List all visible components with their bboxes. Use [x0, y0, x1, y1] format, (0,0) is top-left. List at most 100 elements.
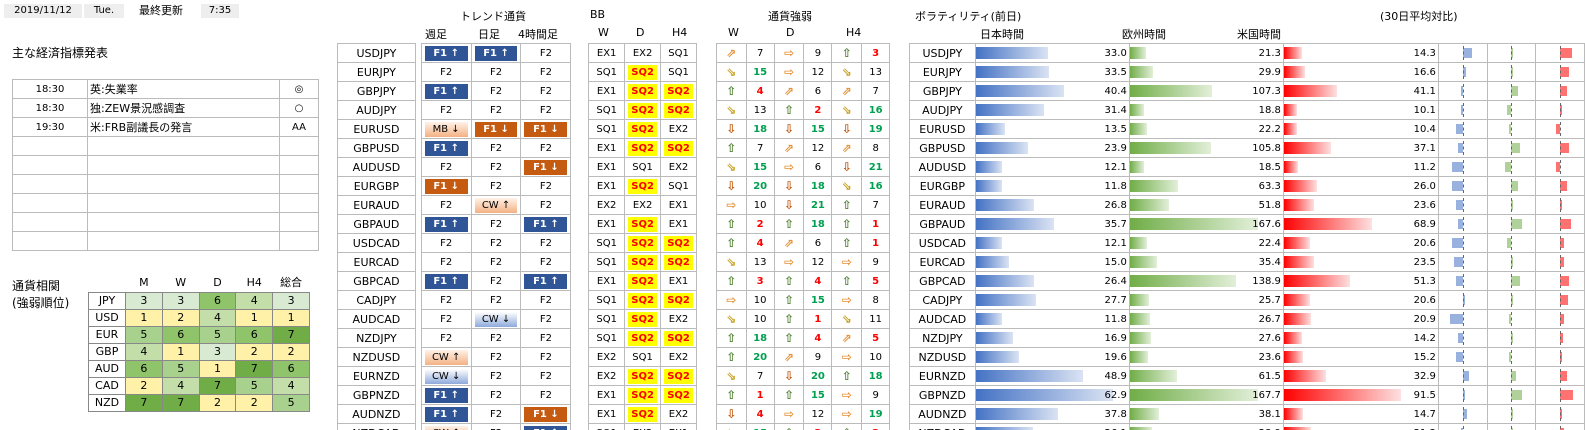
bb-cell: SQ2	[624, 100, 662, 120]
avg-axis	[1511, 84, 1513, 98]
strength-arrow-cell: ⇨	[773, 404, 805, 424]
strength-arrow-cell: ⇨	[773, 252, 805, 272]
vol-bar	[1284, 427, 1312, 430]
trend-cell: F2	[470, 214, 522, 234]
strength-rank: 4	[745, 404, 775, 424]
avg-ratio-bar	[1507, 238, 1512, 248]
strength-arrow-cell: ⇘	[715, 157, 747, 177]
spacer	[697, 101, 717, 120]
corr-row: CAD 2 4 7 5 4	[88, 376, 310, 395]
vol-cell: 21.3	[1282, 423, 1439, 430]
strength-arrow-cell: ⇘	[831, 100, 863, 120]
strength-arrow-cell: ⇗	[831, 81, 863, 101]
pair-row: GBPJPY F1 ↑ F2 F2 EX1 SQ2 SQ2 ⇧ 4 ⇗ 6 ⇗ 7 GBPJPY 40.4 1…	[337, 81, 1585, 101]
vol-value: 61.5	[1258, 370, 1281, 382]
avg-axis	[1511, 141, 1513, 155]
avg-ratio-cell	[1486, 119, 1537, 139]
avg-axis	[1462, 198, 1464, 212]
spacer	[697, 272, 717, 291]
trend-cell: F2	[470, 100, 522, 120]
avg-ratio-cell	[1535, 62, 1585, 82]
bb-tag: EX2	[632, 47, 653, 59]
avg-ratio-bar	[1462, 48, 1473, 58]
bb-cell: EX1	[660, 195, 697, 215]
vol-value: 38.1	[1258, 408, 1281, 420]
corr-currency: GBP	[88, 342, 126, 361]
bb-tag: SQ2	[628, 178, 658, 194]
strength-arrow-cell: ⇧	[715, 214, 747, 234]
avg-axis	[1511, 103, 1513, 117]
bb-tag: SQ1	[596, 294, 617, 306]
arrow-right-icon: ⇨	[726, 197, 737, 212]
bb-tag: SQ1	[668, 180, 689, 192]
spacer	[697, 158, 717, 177]
spacer	[890, 348, 910, 367]
vol-bar	[1284, 256, 1315, 268]
econ-row	[12, 174, 319, 194]
avg-ratio-cell	[1437, 252, 1488, 272]
vol-value: 20.6	[1413, 237, 1436, 249]
pair-name: NZDCAD	[337, 423, 416, 430]
spacer	[571, 348, 589, 367]
strength-rank: 5	[861, 328, 891, 348]
corr-rank: 6	[198, 291, 237, 310]
corr-rank: 5	[235, 376, 274, 395]
arrow-up-icon: ⇧	[841, 235, 852, 250]
trend-cell: F2	[470, 233, 522, 253]
vol-bar	[976, 199, 1035, 211]
arrow-right-icon: ⇨	[783, 45, 795, 60]
arrow-down-icon: ⇩	[841, 121, 852, 136]
vol-bar	[976, 123, 1006, 135]
strength-rank: 4	[745, 233, 775, 253]
avg-axis	[1560, 65, 1562, 79]
avg-axis	[1511, 255, 1513, 269]
col-header: H4	[846, 26, 862, 39]
vol-bar	[976, 389, 1114, 401]
avg-ratio-bar	[1511, 276, 1520, 286]
spacer	[890, 310, 910, 329]
spacer	[571, 139, 589, 158]
update-label: 最終更新	[139, 4, 183, 17]
avg-axis	[1560, 217, 1562, 231]
trend-cell: F2	[420, 252, 472, 272]
avg-ratio-bar	[1509, 352, 1512, 362]
vol-bar	[1130, 47, 1147, 59]
spacer	[697, 63, 717, 82]
vol-bar	[976, 332, 1013, 344]
strength-arrow-cell: ⇧	[831, 195, 863, 215]
vol-value: 167.7	[1252, 389, 1281, 401]
avg-axis	[1511, 426, 1513, 430]
econ-row	[12, 136, 319, 156]
vol-bar	[1130, 389, 1259, 401]
corr-rank: 7	[161, 393, 200, 412]
vol-pair-name: AUDNZD	[908, 404, 976, 424]
vol-value: 13.5	[1104, 123, 1127, 135]
vol-pair-name: EURCAD	[908, 252, 976, 272]
bb-tag: EX1	[664, 426, 693, 430]
bb-cell: EX2	[588, 366, 626, 386]
vol-cell: 61.5	[1128, 366, 1284, 386]
trend-cell: F2	[520, 290, 572, 310]
avg-axis	[1462, 217, 1464, 231]
avg-ratio-cell	[1535, 423, 1585, 430]
arrow-up-icon: ⇧	[726, 330, 737, 345]
strength-arrow-cell: ⇗	[831, 328, 863, 348]
vol-bar	[976, 313, 1002, 325]
vol-title: ボラティリティ(前日)	[915, 10, 1022, 23]
col-header: W	[598, 26, 609, 39]
vol-value: 51.3	[1413, 275, 1436, 287]
bb-tag: SQ2	[628, 273, 658, 289]
corr-rank: 5	[161, 359, 200, 378]
pair-row: AUDCAD F2 CW ↓ F2 SQ1 SQ2 EX2 ⇘ 10 ⇧ 1 ⇘ 11 AUDCAD 11.…	[337, 309, 1585, 329]
spacer	[697, 310, 717, 329]
avg-ratio-cell	[1535, 252, 1585, 272]
vol-cell: 37.1	[1282, 138, 1439, 158]
bb-tag: SQ2	[628, 387, 658, 403]
vol-bar	[1130, 427, 1152, 430]
vol-bar	[1284, 142, 1332, 154]
spacer	[571, 234, 589, 253]
avg-axis	[1560, 312, 1562, 326]
bb-tag: EX2	[668, 408, 689, 420]
vol-cell: 27.6	[1128, 328, 1284, 348]
strength-rank: 20	[803, 366, 833, 386]
